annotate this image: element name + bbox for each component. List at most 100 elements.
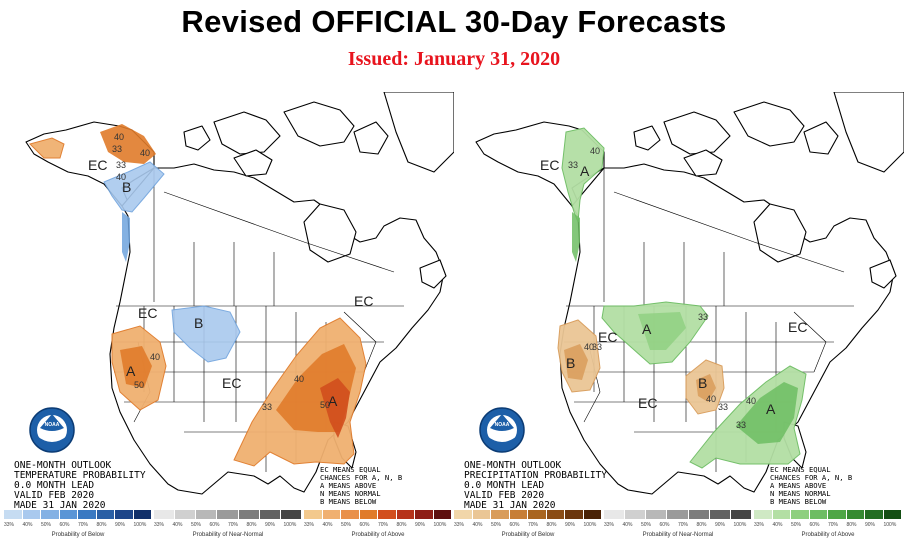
legend-tick: 60% — [359, 522, 370, 528]
contour-label: 40 — [114, 132, 124, 142]
legend-tick: 33% — [454, 522, 465, 528]
contour-label: 33 — [592, 342, 602, 352]
label-b-south: B — [698, 375, 707, 391]
legend-swatch — [846, 510, 864, 519]
legend-tick: 70% — [378, 522, 389, 528]
contour-label: 33 — [262, 402, 272, 412]
legend-tick: 80% — [96, 522, 107, 528]
legend-swatch — [772, 510, 790, 519]
legend-swatch — [238, 510, 259, 519]
legend-tick: 60% — [209, 522, 220, 528]
legend-swatch — [22, 510, 40, 519]
key-line: EC MEANS EQUAL — [770, 465, 831, 474]
contour-label: 40 — [150, 352, 160, 362]
below-region-alaska — [103, 161, 165, 213]
legend-caption: Probability of Near-Normal — [642, 532, 714, 538]
legend-swatch — [646, 510, 667, 519]
legend-tick: 50% — [341, 522, 352, 528]
info-line: TEMPERATURE PROBABILITY — [14, 470, 146, 481]
legend-tick: 40% — [622, 522, 633, 528]
legend-swatch — [809, 510, 827, 519]
legend-strip: 33% 40% 50% 60% 70% 80% 90% 100% Probability of … — [604, 510, 752, 540]
info-line: ONE-MONTH OUTLOOK — [14, 460, 112, 471]
legend-swatch — [304, 510, 322, 519]
label-ec-alaska: EC — [88, 157, 107, 173]
label-ec-west: EC — [138, 305, 157, 321]
legend-swatch — [883, 510, 901, 519]
legend-tick: 50% — [41, 522, 52, 528]
legend-tick: 90% — [115, 522, 126, 528]
legend-tick: 90% — [565, 522, 576, 528]
legend-swatch — [604, 510, 625, 519]
legend-swatch — [359, 510, 377, 519]
label-ec-west: EC — [598, 329, 617, 345]
legend-swatch — [754, 510, 772, 519]
legend-swatch — [528, 510, 546, 519]
above-region-plains-core — [638, 312, 686, 350]
above-region-alaska — [29, 137, 65, 159]
legend-tick: 33% — [754, 522, 765, 528]
legend-caption: Probability of Above — [801, 532, 855, 538]
key-line: N MEANS NORMAL — [320, 489, 381, 498]
noaa-logo-text: NOAA — [45, 422, 60, 428]
legend-tick: 100% — [583, 522, 597, 528]
info-line: 0.0 MONTH LEAD — [14, 480, 94, 491]
outlook-info: ONE-MONTH OUTLOOK PRECIPITATION PROBABIL… — [464, 460, 607, 511]
legend-swatch — [583, 510, 601, 519]
contour-label: 33 — [698, 312, 708, 322]
contour-label: 33 — [736, 420, 746, 430]
legend-strip: 33% 40% 50% 60% 70% 80% 90% 100% Probability of … — [4, 510, 152, 540]
legend-strip: 33% 40% 50% 60% 70% 80% 90% 100% Probability of … — [154, 510, 302, 540]
legend-tick: 33% — [304, 522, 315, 528]
legend-tick: 60% — [659, 522, 670, 528]
label-b-alaska: B — [122, 179, 131, 195]
legend-tick: 50% — [641, 522, 652, 528]
legend-swatch — [4, 510, 22, 519]
key-line: CHANCES FOR A, N, B — [320, 473, 402, 482]
legend-tick: 40% — [472, 522, 483, 528]
legend-tick: 80% — [396, 522, 407, 528]
info-line: PRECIPITATION PROBABILITY — [464, 470, 607, 481]
legend-swatch — [59, 510, 77, 519]
key-line: B MEANS BELOW — [320, 497, 377, 506]
legend-swatch — [175, 510, 196, 519]
ec-key: EC MEANS EQUAL CHANCES FOR A, N, B A MEA… — [770, 465, 852, 506]
page-title: Revised OFFICIAL 30-Day Forecasts — [181, 4, 727, 39]
legend-tick: 60% — [509, 522, 520, 528]
legend-tick: 100% — [133, 522, 147, 528]
info-line: VALID FEB 2020 — [14, 490, 94, 501]
legend-tick: 70% — [228, 522, 239, 528]
contour-label: 33 — [568, 160, 578, 170]
legend-tick: 100% — [283, 522, 297, 528]
noaa-logo: NOAA — [479, 407, 525, 453]
label-a-alaska: A — [580, 163, 590, 179]
ec-key: EC MEANS EQUAL CHANCES FOR A, N, B A MEA… — [320, 465, 402, 506]
temperature-outlook-map: EC B EC B A EC A EC 40 33 40 33 40 40 50… — [4, 92, 454, 522]
outlook-info: ONE-MONTH OUTLOOK TEMPERATURE PROBABILIT… — [14, 460, 146, 511]
label-a-southeast: A — [328, 393, 338, 409]
contour-label: 33 — [112, 144, 122, 154]
land-outline — [25, 92, 454, 495]
legend-tick: 60% — [809, 522, 820, 528]
contour-label: 40 — [140, 148, 150, 158]
legend-tick: 50% — [791, 522, 802, 528]
info-line: MADE 31 JAN 2020 — [464, 500, 556, 511]
legend-strip: 33% 40% 50% 60% 70% 80% 90% 100% Probability of … — [304, 510, 452, 540]
legend-tick: 70% — [528, 522, 539, 528]
above-region-alaska — [561, 127, 605, 223]
legend-caption: Probability of Near-Normal — [192, 532, 264, 538]
legend-tick: 50% — [191, 522, 202, 528]
legend-swatch — [472, 510, 490, 519]
legend-tick: 40% — [772, 522, 783, 528]
legend-swatch — [196, 510, 217, 519]
legend-swatch — [433, 510, 451, 519]
legend-tick: 100% — [733, 522, 747, 528]
legend-caption: Probability of Above — [351, 532, 405, 538]
legend-swatch — [341, 510, 359, 519]
legend-swatch — [154, 510, 175, 519]
legend-swatch — [396, 510, 414, 519]
legend-strip: 33% 40% 50% 60% 70% 80% 90% 100% Probability of … — [454, 510, 602, 540]
legend-tick: 90% — [865, 522, 876, 528]
legend-swatch — [133, 510, 151, 519]
legend-swatch — [78, 510, 96, 519]
